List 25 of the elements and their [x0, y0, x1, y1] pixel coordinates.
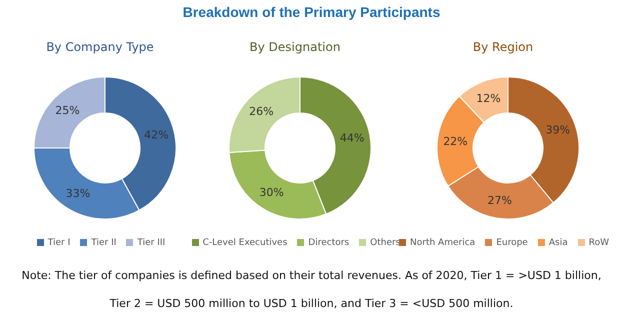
data-label: 39% [546, 124, 570, 137]
chart-title: Breakdown of the Primary Participants [182, 4, 442, 20]
legend-label: RoW [588, 238, 609, 248]
data-label: 25% [55, 104, 80, 118]
legend-label: Tier II [91, 238, 116, 248]
data-label: 12% [476, 92, 501, 106]
legend-label: Directors [308, 238, 350, 248]
legend-label: North America [410, 238, 476, 248]
data-label: 26% [249, 105, 274, 118]
legend-label: Tier III [137, 238, 166, 248]
chart-subtitle: By Region [472, 40, 534, 54]
text: Note: The tier of companies is defined based on their total revenues. As of 2020, Tier 1 = >USD 1 billion, Tier 2 = USD 500 million to USD 1 billion, and Tier 3 = <USD 500 million. [22, 269, 602, 310]
chart-subtitle: By Designation [248, 40, 342, 54]
legend-label: Europe [496, 238, 528, 248]
data-label: 22% [443, 134, 468, 148]
legend-label: C-Level Executives [202, 238, 288, 248]
data-label: 42% [144, 128, 169, 142]
data-label: 44% [340, 132, 364, 145]
data-label: 33% [66, 187, 90, 200]
chart-subtitle: By Company Type [45, 40, 155, 54]
data-label: 30% [259, 186, 284, 200]
data-label: 27% [487, 194, 512, 207]
legend-label: Tier I [48, 238, 70, 248]
legend-label: Asia [548, 238, 568, 248]
legend-label: Others [370, 238, 400, 248]
